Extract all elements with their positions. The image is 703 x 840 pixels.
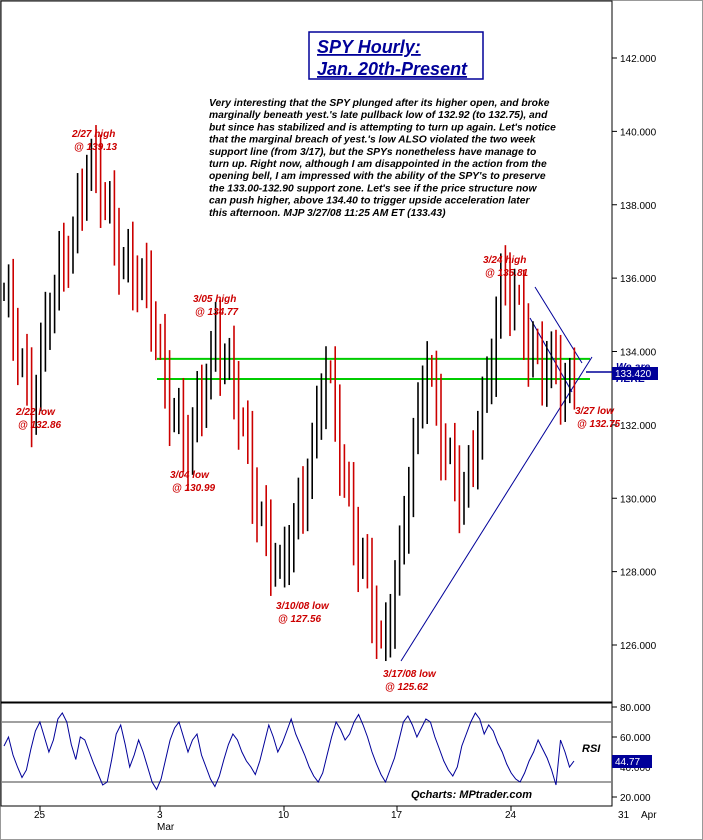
rsi-plot	[2, 712, 611, 791]
commentary-line: but since has stabilized and is attempti…	[209, 122, 556, 133]
rsi-value-tag	[612, 755, 652, 768]
price-tick-label: 140.000	[620, 127, 657, 138]
annotation-label: 3/04 low	[170, 470, 210, 481]
price-annotations: 2/27 high @ 139.13 2/22 low @ 132.86 3/05 hi…	[15, 129, 621, 693]
commentary-line: opening bell, I am impressed with the ab…	[209, 171, 546, 182]
commentary-line: this afternoon. MJP 3/27/08 11:25 AM ET …	[209, 208, 446, 219]
annotation-label: 2/22 low	[15, 407, 56, 418]
commentary-line: marginally beneath yest.'s late pullback…	[209, 110, 548, 121]
commentary-line: Very interesting that the SPY plunged af…	[209, 98, 550, 109]
price-tick-label: 128.000	[620, 568, 657, 579]
time-axis: 25 3 10 17 24 31 Apr Mar	[34, 806, 657, 833]
chart-subtitle: Jan. 20th-Present	[317, 59, 468, 79]
rsi-label: RSI	[582, 743, 601, 755]
annotation-label: 2/27 high	[71, 129, 115, 140]
rsi-tick-label: 80.000	[620, 703, 651, 714]
commentary-line: support line (from 3/17), but the SPYs n…	[209, 147, 536, 158]
annotation-value: @ 135.81	[485, 268, 529, 279]
price-tick-label: 138.000	[620, 201, 657, 212]
annotation-value: @ 125.62	[385, 682, 429, 693]
annotation-label: 3/10/08 low	[276, 601, 330, 612]
commentary-line: the 133.00-132.90 support zone. Let's se…	[209, 183, 537, 194]
source-label: Qcharts: MPtrader.com	[411, 789, 532, 801]
title-box	[308, 31, 484, 80]
time-tick-label: 10	[278, 810, 290, 821]
time-tick-label: 31	[618, 810, 630, 821]
commentary-text: Very interesting that the SPY plunged af…	[209, 98, 556, 219]
annotation-label: 3/05 high	[193, 294, 236, 305]
rsi-panel	[0, 702, 613, 807]
price-tick-label: 132.000	[620, 421, 657, 432]
annotation-value: @ 132.75	[577, 419, 621, 430]
annotation-label: 3/17/08 low	[383, 669, 437, 680]
commentary-line: that the marginal breach of yest.'s low …	[209, 135, 537, 146]
price-tick-label: 136.000	[620, 274, 657, 285]
price-tick-label: 142.000	[620, 54, 657, 65]
rsi-line	[3, 712, 575, 791]
chart-title: SPY Hourly:	[317, 37, 421, 57]
annotation-value: @ 132.86	[18, 420, 62, 431]
time-tick-label: 17	[391, 810, 403, 821]
price-bars	[3, 125, 576, 662]
price-panel	[0, 0, 613, 703]
rsi-value-label: 44.77	[615, 757, 640, 768]
annotation-label: 3/24 high	[483, 255, 526, 266]
price-tick-label: 134.000	[620, 348, 657, 359]
annotation-value: @ 134.77	[195, 307, 239, 318]
rsi-tick-label: 40.000	[620, 763, 651, 774]
price-axis: 142.000 140.000 138.000 136.000 134.000 132.0…	[612, 54, 657, 652]
commentary-line: turn up. Right now, although I am disapp…	[209, 159, 547, 170]
price-tick-label: 130.000	[620, 494, 657, 505]
annotation-label: 3/27 low	[575, 406, 615, 417]
last-price-label: 133.420	[615, 369, 652, 380]
price-tick-label: 126.000	[620, 641, 657, 652]
last-price-tag	[612, 367, 658, 380]
time-tick-label: 25	[34, 810, 46, 821]
time-tick-label: Apr	[641, 810, 657, 821]
month-label: Mar	[157, 822, 175, 833]
time-tick-label: 3	[157, 810, 163, 821]
time-tick-label: 24	[505, 810, 517, 821]
rsi-tick-label: 20.000	[620, 793, 651, 804]
annotation-value: @ 139.13	[74, 142, 118, 153]
annotation-value: @ 130.99	[172, 483, 216, 494]
rsi-tick-label: 60.000	[620, 733, 651, 744]
commentary-line: can push higher, above 134.40 to trigger…	[209, 196, 530, 207]
annotation-value: @ 127.56	[278, 614, 322, 625]
